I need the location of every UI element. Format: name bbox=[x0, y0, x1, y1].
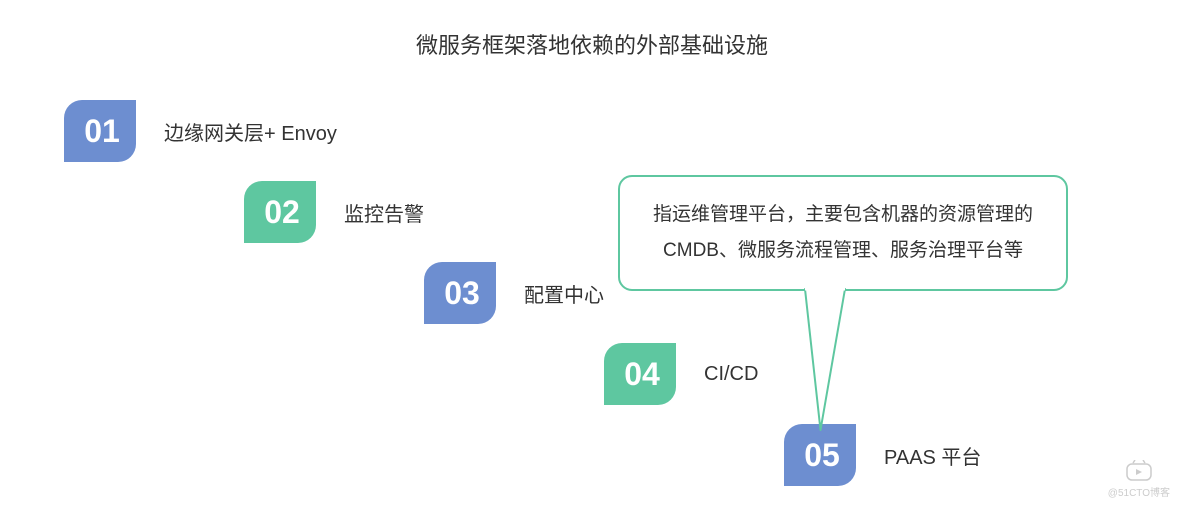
step-label-01: 边缘网关层+ Envoy bbox=[164, 117, 337, 146]
step-03: 03 配置中心 bbox=[424, 262, 604, 324]
step-05: 05 PAAS 平台 bbox=[784, 424, 981, 486]
page-title: 微服务框架落地依赖的外部基础设施 bbox=[416, 28, 768, 60]
step-badge-01: 01 bbox=[64, 100, 136, 162]
step-badge-03: 03 bbox=[424, 262, 496, 324]
step-01: 01 边缘网关层+ Envoy bbox=[64, 100, 337, 162]
step-badge-02: 02 bbox=[244, 181, 316, 243]
callout-line1: 指运维管理平台，主要包含机器的资源管理的 bbox=[644, 197, 1042, 233]
callout-line2: CMDB、微服务流程管理、服务治理平台等 bbox=[644, 233, 1042, 269]
step-label-04: CI/CD bbox=[704, 363, 758, 386]
step-badge-05: 05 bbox=[784, 424, 856, 486]
step-label-05: PAAS 平台 bbox=[884, 441, 981, 470]
step-badge-04: 04 bbox=[604, 343, 676, 405]
step-label-03: 配置中心 bbox=[524, 279, 604, 308]
step-04: 04 CI/CD bbox=[604, 343, 758, 405]
callout-tail bbox=[789, 287, 853, 432]
step-02: 02 监控告警 bbox=[244, 181, 424, 243]
watermark-text: @51CTO博客 bbox=[1108, 488, 1170, 499]
step-label-02: 监控告警 bbox=[344, 198, 424, 227]
watermark: @51CTO博客 bbox=[1108, 460, 1170, 499]
callout-box: 指运维管理平台，主要包含机器的资源管理的 CMDB、微服务流程管理、服务治理平台… bbox=[618, 175, 1068, 291]
